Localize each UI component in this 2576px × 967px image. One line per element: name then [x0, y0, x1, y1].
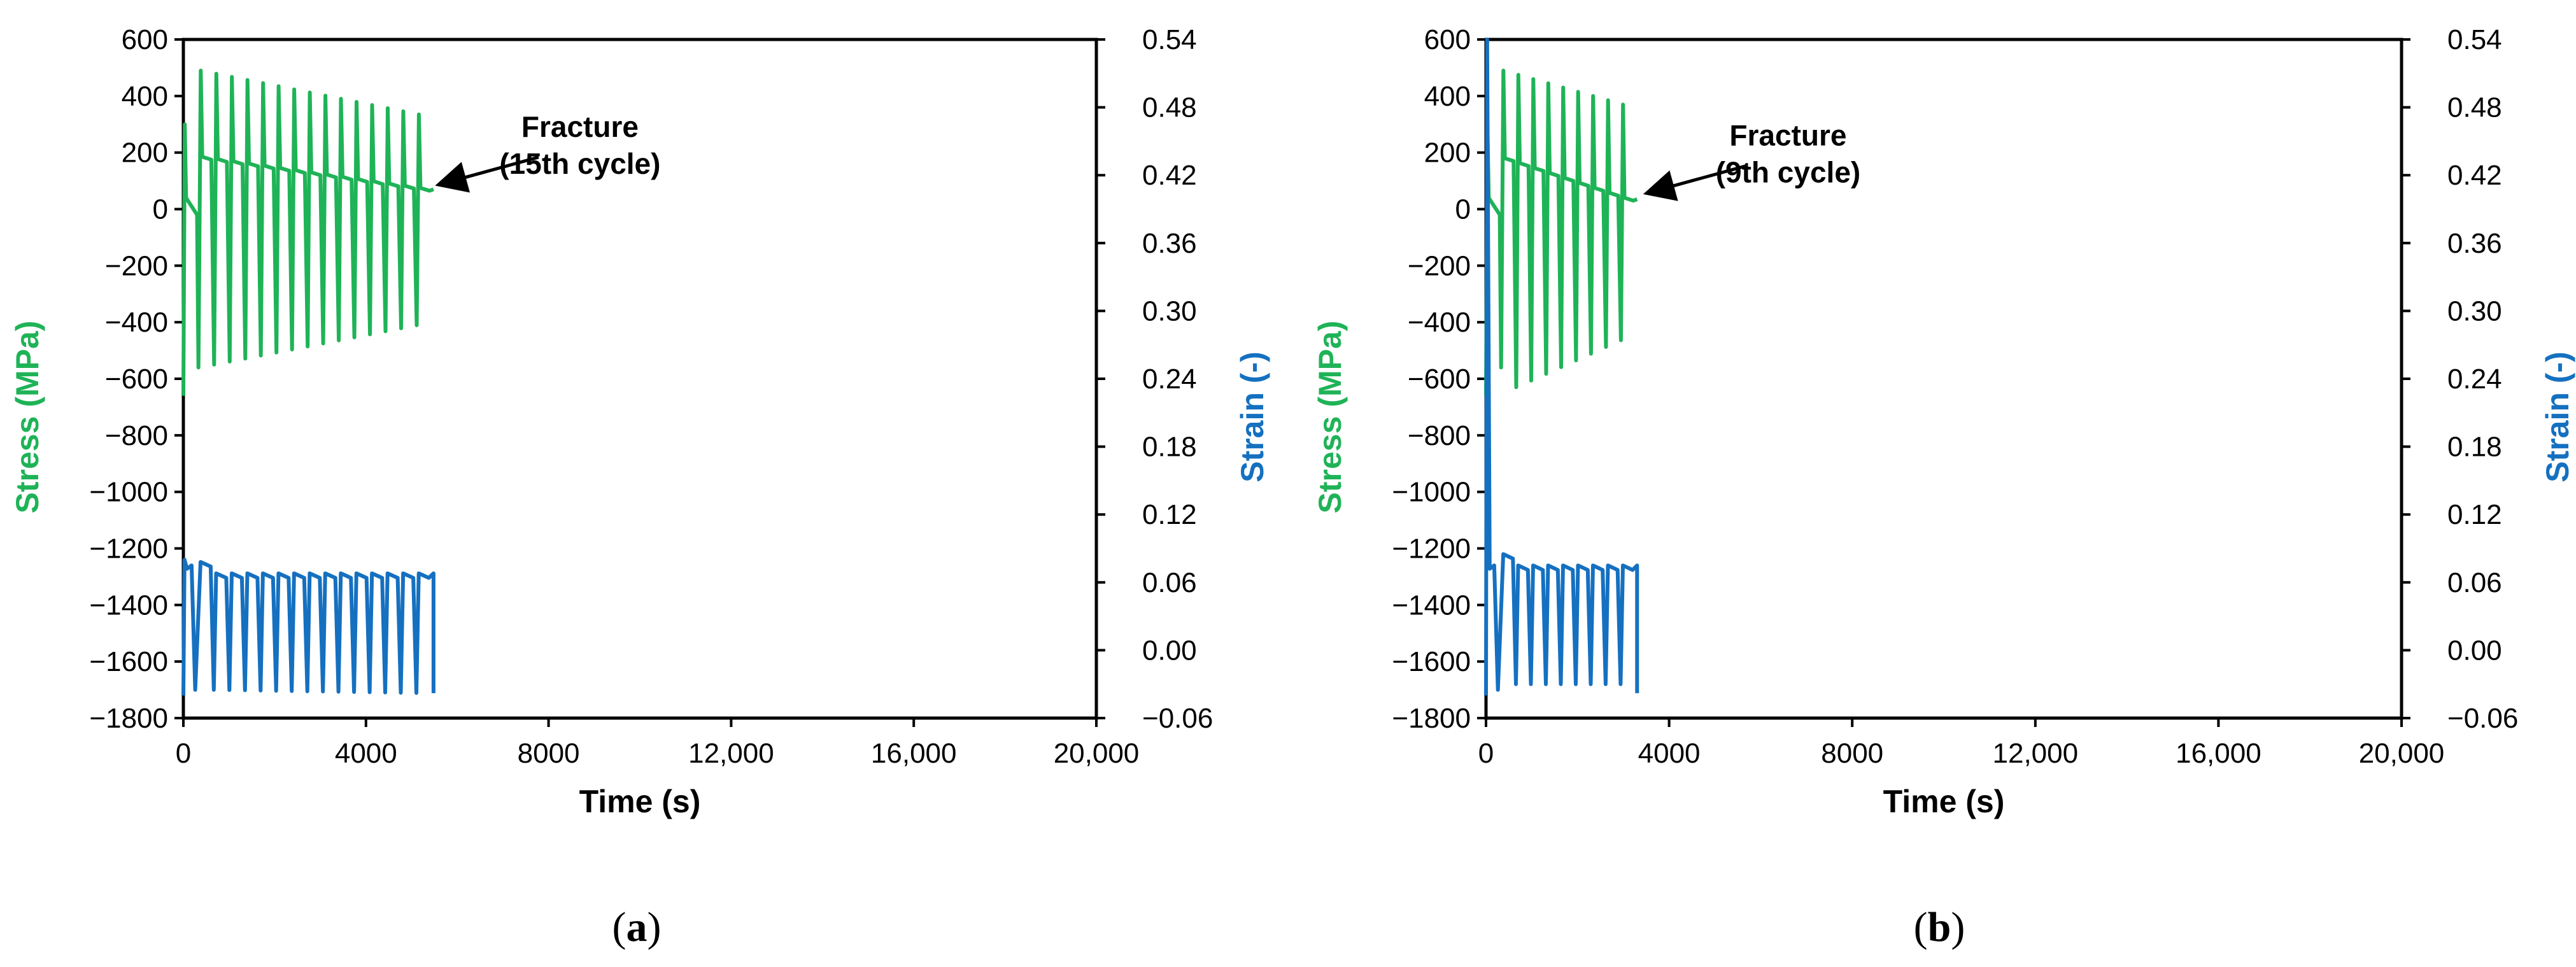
x-tick-label: 16,000 — [871, 738, 957, 769]
fracture-arrow — [435, 155, 539, 193]
y-right-tick-label: 0.24 — [1142, 364, 1197, 395]
y-left-tick-label: 0 — [1455, 194, 1471, 225]
y-left-tick-label: −400 — [1408, 307, 1471, 338]
y-left-tick-label: −600 — [105, 364, 168, 395]
y-left-tick-label: 200 — [122, 138, 168, 169]
chart-panel-b: 0 4000 8000 12,000 16,000 20,000 600 400 200 0 −20… — [1312, 24, 2575, 950]
y-left-tick-label: −1200 — [89, 533, 168, 565]
y-right-tick-label: 0.18 — [1142, 432, 1197, 463]
y-right-tick-label: 0.30 — [1142, 295, 1197, 327]
x-tick-label: 12,000 — [688, 738, 774, 769]
x-tick-label: 0 — [1478, 738, 1494, 769]
y-right-tick-label: 0.36 — [1142, 228, 1197, 259]
stress-series-line — [1484, 68, 1638, 396]
y-left-tick-label: −1200 — [1392, 533, 1471, 565]
x-tick-label: 4000 — [1638, 738, 1701, 769]
y-left-tick-label: −1800 — [89, 703, 168, 734]
y-left-tick-label: −200 — [105, 250, 168, 281]
y-right-tick-label: 0.18 — [2447, 432, 2502, 463]
panel-label: (b) — [1914, 904, 1965, 950]
y-left-tick-label: −1000 — [89, 477, 168, 508]
y-left-tick-label: −400 — [105, 307, 168, 338]
x-tick-label: 12,000 — [1993, 738, 2079, 769]
y-left-tick-label: −1400 — [1392, 589, 1471, 621]
y-left-tick-label: −200 — [1408, 250, 1471, 281]
y-left-tick-label: −800 — [105, 420, 168, 451]
y-left-axis-title: Stress (MPa) — [1312, 321, 1348, 514]
x-tick-label: 8000 — [518, 738, 580, 769]
x-tick-label: 8000 — [1821, 738, 1883, 769]
y-left-tick-label: 400 — [1424, 81, 1471, 112]
fracture-annotation-line1: Fracture — [521, 110, 639, 143]
fracture-annotation-line2: (9th cycle) — [1716, 155, 1861, 188]
y-right-tick-label: −0.06 — [2447, 703, 2518, 734]
y-right-tick-label: 0.36 — [2447, 228, 2502, 259]
y-right-axis-title: Strain (-) — [2540, 351, 2575, 483]
x-tick-label: 20,000 — [2359, 738, 2445, 769]
y-right-tick-label: 0.54 — [2447, 24, 2502, 55]
panel-label: (a) — [612, 904, 662, 950]
y-left-tick-label: 0 — [153, 194, 168, 225]
strain-series-line — [1484, 38, 1639, 696]
y-right-tick-label: 0.12 — [2447, 499, 2502, 530]
y-right-tick-label: 0.12 — [1142, 499, 1197, 530]
y-right-tick-label: 0.42 — [2447, 160, 2502, 191]
y-right-tick-label: 0.06 — [1142, 567, 1197, 598]
y-left-tick-label: −1000 — [1392, 477, 1471, 508]
y-right-axis-title: Strain (-) — [1235, 351, 1270, 483]
y-right-tick-label: 0.00 — [2447, 635, 2502, 666]
y-left-tick-label: −1400 — [89, 589, 168, 621]
y-right-tick-label: −0.06 — [1142, 703, 1213, 734]
y-left-tick-label: 200 — [1424, 138, 1471, 169]
y-right-tick-label: 0.30 — [2447, 295, 2502, 327]
x-tick-label: 20,000 — [1054, 738, 1140, 769]
y-left-tick-label: −600 — [1408, 364, 1471, 395]
x-axis-title: Time (s) — [579, 784, 701, 819]
y-left-tick-label: −1800 — [1392, 703, 1471, 734]
y-right-tick-label: 0.48 — [2447, 92, 2502, 124]
y-right-tick-label: 0.06 — [2447, 567, 2502, 598]
y-right-tick-label: 0.42 — [1142, 160, 1197, 191]
y-left-tick-label: 600 — [122, 24, 168, 55]
x-tick-label: 0 — [176, 738, 191, 769]
chart-panel-a: 0 4000 8000 12,000 16,000 20,000 600 400 200 0 −20… — [10, 24, 1270, 950]
y-left-tick-label: −1600 — [1392, 646, 1471, 677]
y-right-tick-label: 0.24 — [2447, 364, 2502, 395]
y-left-tick-label: 600 — [1424, 24, 1471, 55]
x-tick-label: 16,000 — [2176, 738, 2261, 769]
fracture-arrow — [1643, 164, 1748, 201]
strain-series-line — [181, 558, 435, 696]
x-axis-title: Time (s) — [1883, 784, 2005, 819]
y-left-tick-label: −1600 — [89, 646, 168, 677]
y-right-tick-label: 0.00 — [1142, 635, 1197, 666]
stress-series-line — [181, 68, 434, 396]
y-left-axis-title: Stress (MPa) — [10, 321, 45, 514]
y-right-tick-label: 0.54 — [1142, 24, 1197, 55]
y-right-tick-label: 0.48 — [1142, 92, 1197, 124]
fracture-annotation-line2: (15th cycle) — [499, 147, 660, 180]
y-left-tick-label: −800 — [1408, 420, 1471, 451]
fracture-annotation-line1: Fracture — [1729, 118, 1846, 152]
x-tick-label: 4000 — [335, 738, 397, 769]
y-left-tick-label: 400 — [122, 81, 168, 112]
